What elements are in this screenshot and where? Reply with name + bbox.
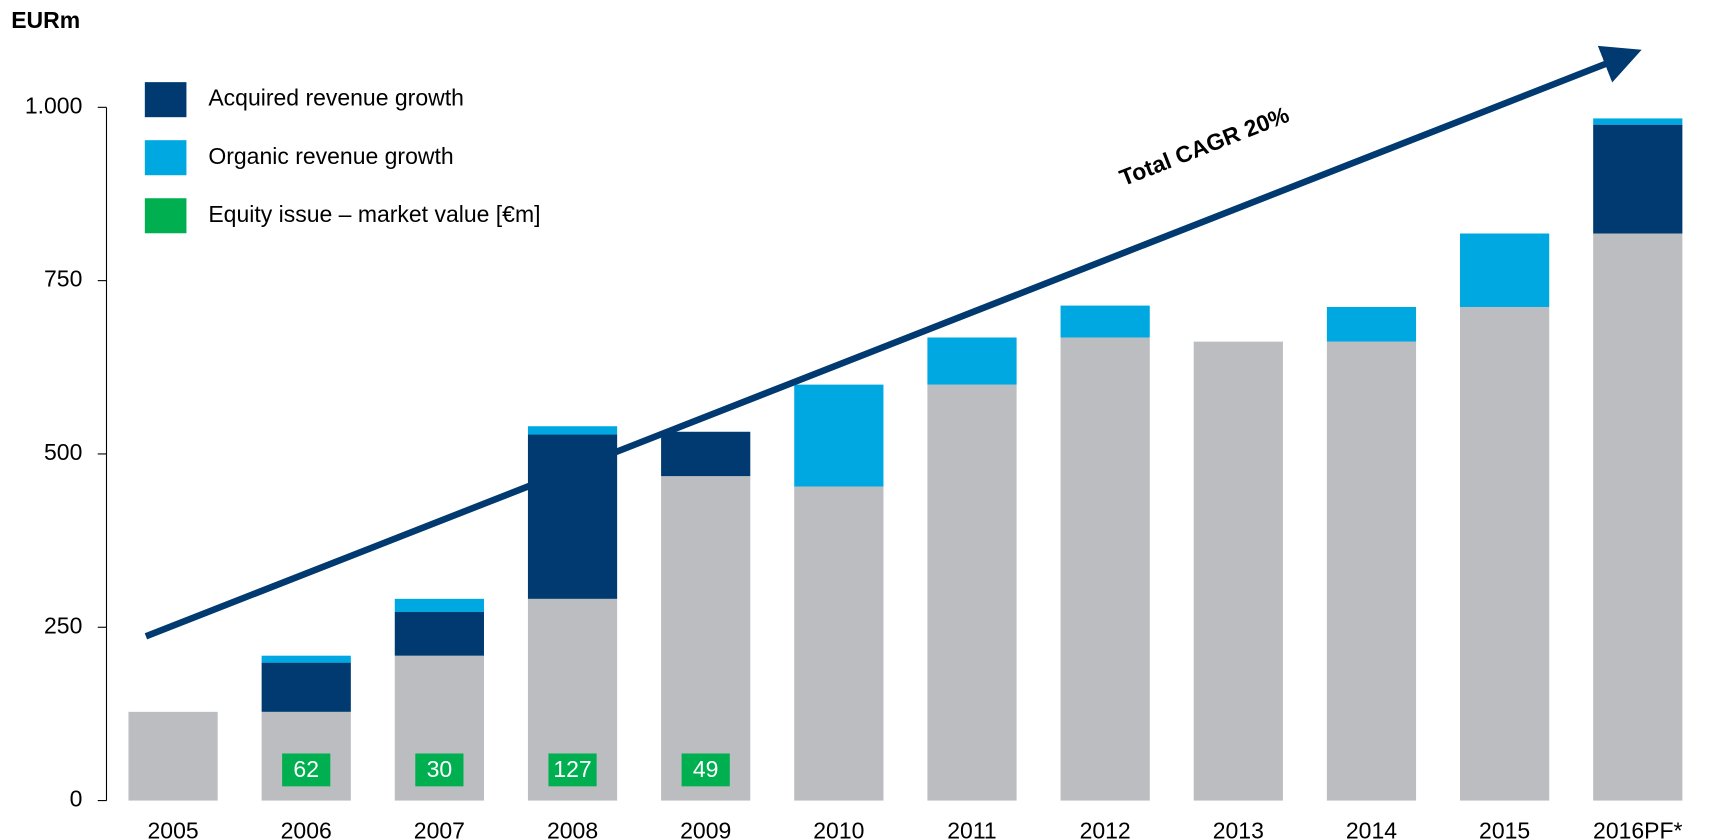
- bar-segment: [1326, 306, 1417, 342]
- bar-segment: [661, 431, 751, 477]
- legend-swatch: [144, 82, 187, 118]
- equity-box: [282, 753, 331, 787]
- bar-segment: [927, 384, 1017, 801]
- unit-label: EURm: [11, 7, 80, 33]
- equity-label: 127: [553, 756, 591, 782]
- x-tick-label: 2008: [547, 817, 598, 840]
- cagr-arrow: [144, 45, 1642, 640]
- x-tick-label: 2006: [281, 817, 332, 840]
- bar-segment: [1593, 124, 1683, 234]
- bar-segment: [1060, 305, 1150, 338]
- bar-segment: [661, 476, 751, 801]
- bars: 62 30 127 49: [128, 118, 1683, 801]
- x-tick-label: 2015: [1479, 817, 1530, 840]
- legend-swatch: [144, 198, 187, 234]
- bar-segment: [128, 711, 218, 801]
- bar-segment: [527, 426, 618, 435]
- bar-segment: [927, 337, 1017, 385]
- bar-segment: [1593, 118, 1683, 125]
- bar-segment: [394, 612, 484, 656]
- y-tick-label: 500: [44, 439, 82, 465]
- x-tick-label: 2005: [148, 817, 199, 840]
- x-tick-label: 2010: [813, 817, 864, 840]
- equity-label: 30: [427, 756, 453, 782]
- bar-segment: [261, 655, 351, 663]
- x-tick-label: 2013: [1213, 817, 1264, 840]
- y-tick-label: 1.000: [25, 92, 83, 118]
- cagr-label: Total CAGR 20%: [1116, 101, 1293, 191]
- x-tick-label: 2009: [680, 817, 731, 840]
- equity-box: [681, 753, 730, 787]
- bar-segment: [1060, 337, 1150, 801]
- bar-segment: [394, 598, 484, 613]
- y-tick-label: 250: [44, 612, 82, 638]
- x-tick-label: 2012: [1080, 817, 1131, 840]
- equity-box: [415, 753, 464, 787]
- x-tick-label: 2016PF*: [1593, 817, 1683, 840]
- legend-swatch: [144, 140, 187, 176]
- legend-label: Organic revenue growth: [208, 143, 453, 169]
- bar-segment: [1593, 233, 1683, 801]
- legend-label: Acquired revenue growth: [208, 85, 464, 111]
- bar-segment: [794, 384, 884, 487]
- x-tick-label: 2014: [1346, 817, 1397, 840]
- bar-segment: [1193, 341, 1283, 801]
- y-tick-label: 0: [70, 786, 83, 812]
- legend-label: Equity issue – market value [€m]: [208, 201, 540, 227]
- bar-segment: [261, 662, 351, 712]
- x-tick-label: 2007: [414, 817, 465, 840]
- bar-segment: [1460, 306, 1550, 801]
- y-tick-label: 750: [44, 266, 82, 292]
- equity-box: [548, 753, 597, 787]
- equity-label: 62: [293, 756, 319, 782]
- bar-segment: [1460, 233, 1550, 307]
- equity-label: 49: [693, 756, 719, 782]
- bar-segment: [1326, 341, 1417, 801]
- bar-segment: [794, 486, 884, 801]
- bar-segment: [527, 434, 618, 599]
- x-tick-label: 2011: [947, 817, 996, 840]
